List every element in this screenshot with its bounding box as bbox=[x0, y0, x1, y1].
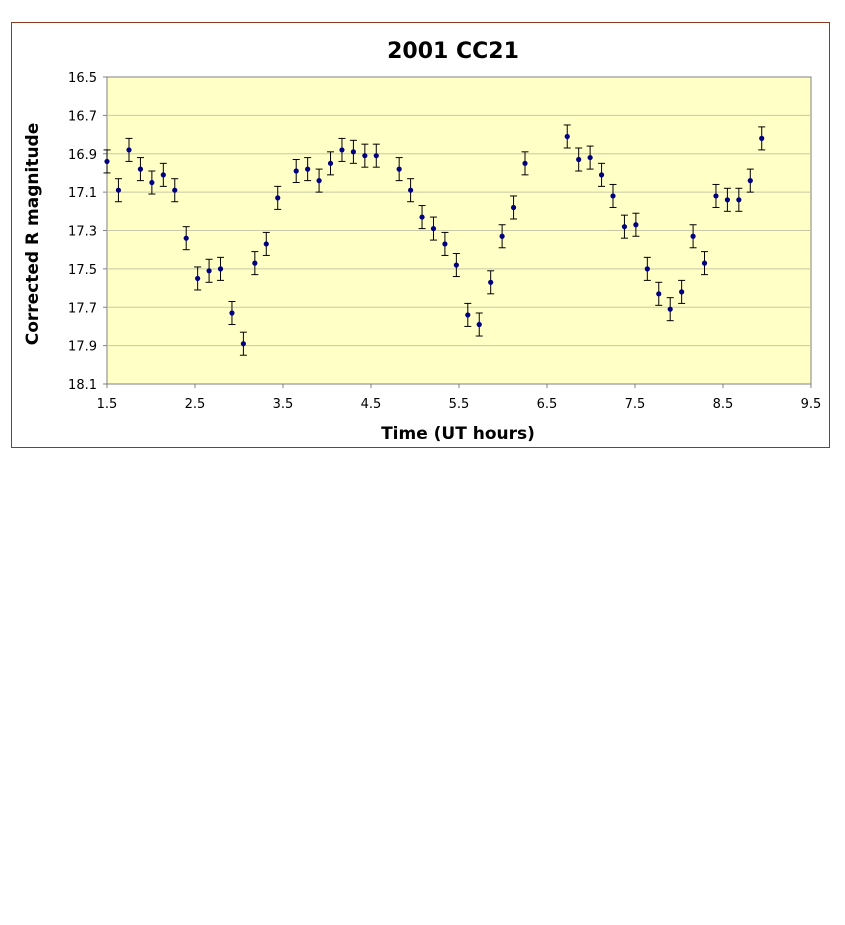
y-tick-label: 17.9 bbox=[68, 340, 97, 355]
data-point bbox=[713, 193, 719, 199]
data-point bbox=[610, 193, 616, 199]
data-points bbox=[104, 133, 765, 347]
grid-lines bbox=[103, 76, 812, 388]
chart-title: 2001 CC21 bbox=[387, 39, 519, 64]
data-point bbox=[690, 233, 696, 239]
data-point bbox=[587, 154, 593, 161]
data-point bbox=[183, 235, 189, 241]
data-point bbox=[217, 266, 224, 272]
data-point bbox=[373, 153, 379, 159]
y-tick-label: 16.5 bbox=[68, 71, 97, 86]
x-tick-label: 1.5 bbox=[97, 397, 118, 412]
data-point bbox=[305, 166, 311, 172]
x-tick-label: 5.5 bbox=[449, 397, 470, 412]
y-tick-label: 18.1 bbox=[68, 378, 97, 393]
data-point bbox=[263, 241, 269, 247]
data-point bbox=[679, 289, 685, 295]
data-point bbox=[408, 187, 414, 193]
y-tick-label: 17.5 bbox=[68, 263, 97, 278]
data-point bbox=[747, 178, 753, 184]
data-point bbox=[160, 172, 166, 178]
data-point bbox=[759, 135, 765, 141]
data-point bbox=[488, 279, 494, 285]
y-tick-label: 16.9 bbox=[68, 148, 97, 163]
data-point bbox=[564, 133, 570, 140]
data-point bbox=[430, 225, 437, 232]
x-tick-label: 9.5 bbox=[801, 397, 822, 412]
data-point bbox=[419, 214, 425, 220]
data-point bbox=[293, 168, 299, 174]
data-point bbox=[327, 160, 334, 166]
data-point bbox=[275, 195, 281, 201]
data-point bbox=[149, 179, 155, 186]
data-point bbox=[499, 233, 505, 239]
data-point bbox=[362, 153, 368, 159]
data-point bbox=[137, 166, 144, 172]
data-point bbox=[656, 291, 662, 297]
x-tick-labels: 1.5 2.5 3.5 4.5 5.5 6.5 7.5 8.5 9.5 bbox=[97, 397, 822, 412]
data-point bbox=[229, 310, 235, 316]
y-tick-label: 17.7 bbox=[68, 301, 97, 316]
y-tick-labels: 16.5 16.7 16.9 17.1 17.3 17.5 17.7 17.9 18.1 bbox=[68, 71, 97, 393]
y-tick-label: 17.1 bbox=[68, 186, 97, 201]
data-point bbox=[667, 306, 673, 312]
x-tick-label: 6.5 bbox=[537, 397, 558, 412]
data-point bbox=[115, 187, 122, 193]
data-point bbox=[621, 224, 628, 230]
data-point bbox=[104, 158, 110, 165]
data-point bbox=[195, 275, 201, 282]
x-tick-label: 2.5 bbox=[185, 397, 206, 412]
x-tick-label: 4.5 bbox=[361, 397, 382, 412]
x-axis-label: Time (UT hours) bbox=[381, 424, 535, 444]
y-tick-label: 17.3 bbox=[68, 225, 97, 240]
data-point bbox=[510, 204, 517, 211]
data-point bbox=[206, 268, 212, 274]
data-point bbox=[736, 197, 742, 203]
y-axis-label: Corrected R magnitude bbox=[23, 123, 43, 346]
data-point bbox=[126, 147, 132, 153]
data-point bbox=[396, 166, 402, 172]
data-point bbox=[453, 262, 459, 268]
data-point bbox=[633, 222, 639, 228]
data-point bbox=[252, 260, 258, 266]
data-point bbox=[465, 312, 471, 318]
data-point bbox=[476, 321, 482, 328]
data-point bbox=[442, 241, 448, 247]
data-point bbox=[701, 260, 708, 266]
data-point bbox=[316, 178, 322, 184]
data-point bbox=[339, 147, 345, 153]
data-point bbox=[172, 187, 178, 193]
data-point bbox=[576, 156, 582, 163]
data-point bbox=[522, 160, 528, 166]
data-point bbox=[644, 266, 650, 272]
data-point bbox=[350, 149, 356, 155]
y-tick-label: 16.7 bbox=[68, 109, 97, 124]
data-point bbox=[598, 172, 605, 178]
data-point bbox=[724, 197, 731, 203]
x-tick-label: 7.5 bbox=[625, 397, 646, 412]
x-tick-label: 8.5 bbox=[713, 397, 734, 412]
x-tick-label: 3.5 bbox=[273, 397, 294, 412]
data-point bbox=[240, 341, 246, 347]
